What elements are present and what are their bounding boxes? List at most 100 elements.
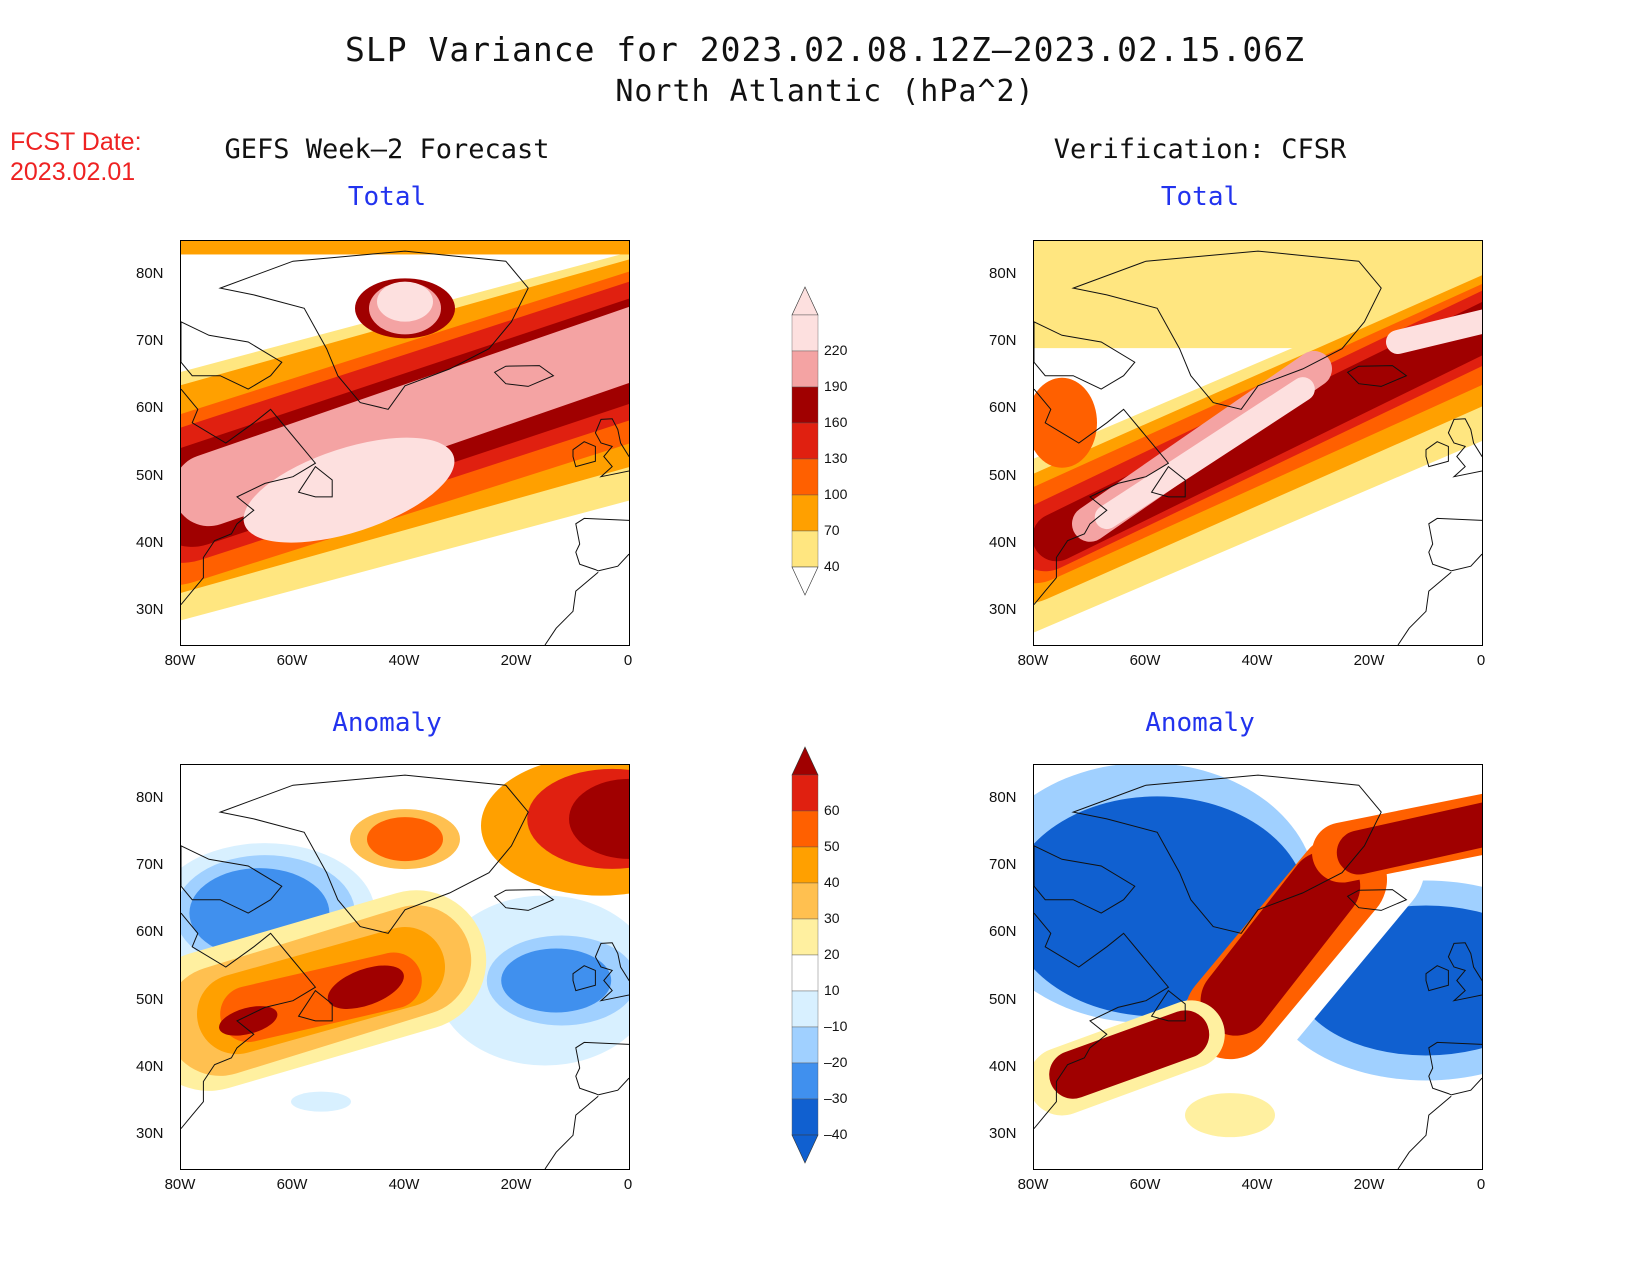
coastline — [181, 845, 283, 914]
colorbar-swatch — [791, 990, 819, 1028]
lon-tick-label: 80W — [1017, 652, 1049, 669]
lat-tick-label: 80N — [989, 788, 1017, 806]
contour-shade — [1049, 1010, 1210, 1099]
colorbar-swatch — [791, 918, 819, 956]
lat-tick-label: 70N — [136, 332, 164, 349]
colorbar-level-label: 10 — [824, 982, 840, 998]
left-column-title: GEFS Week–2 Forecast — [224, 134, 550, 165]
colorbar-swatch — [791, 350, 819, 388]
coastline — [1397, 571, 1452, 645]
lon-tick-label: 80W — [164, 1176, 196, 1193]
coastline — [575, 517, 629, 572]
lon-tick-label: 80W — [1017, 1176, 1049, 1193]
colorbar-swatch — [791, 386, 819, 424]
coastline — [1034, 845, 1136, 914]
coastline — [181, 388, 317, 605]
lon-tick-label: 0 — [1476, 652, 1486, 669]
main-subtitle: North Atlantic (hPa^2) — [615, 74, 1035, 109]
lon-tick-label: 40W — [388, 652, 420, 669]
colorbar-level-label: 220 — [824, 342, 848, 358]
coastline — [1034, 388, 1170, 605]
colorbar-level-label: 50 — [824, 838, 840, 854]
right-column-title: Verification: CFSR — [1053, 134, 1347, 165]
contour-shade — [327, 965, 404, 1009]
coastline — [572, 441, 596, 468]
coastline — [218, 250, 529, 410]
lat-tick-label: 80N — [136, 788, 164, 806]
colorbar-swatch — [791, 422, 819, 460]
colorbar-swatch — [791, 1026, 819, 1064]
coastline — [1447, 418, 1482, 478]
coastline — [544, 571, 599, 645]
colorbar-level-label: –10 — [824, 1018, 848, 1034]
colorbar-arrow — [791, 1134, 819, 1164]
coastline — [544, 1095, 599, 1169]
coastlines — [1034, 774, 1482, 1169]
coastline — [1346, 889, 1408, 911]
colorbar-swatch — [791, 882, 819, 920]
contour-shade — [1336, 796, 1482, 875]
map-svg — [1034, 765, 1482, 1169]
lon-tick-label: 60W — [276, 1176, 308, 1193]
coastline — [1034, 912, 1170, 1129]
forecast-anomaly-title: Anomaly — [332, 708, 442, 738]
contour-shade — [1068, 249, 1168, 300]
colorbar-level-label: –40 — [824, 1126, 848, 1142]
contour-shade — [291, 1091, 351, 1112]
coastline — [1428, 1041, 1482, 1096]
contour-shade — [569, 778, 629, 859]
coastline — [181, 321, 283, 390]
coastline — [1425, 441, 1449, 468]
lat-tick-label: 30N — [136, 1125, 164, 1143]
lat-tick-label: 70N — [989, 332, 1017, 349]
main-title: SLP Variance for 2023.02.08.12Z–2023.02.… — [345, 30, 1305, 69]
colorbar-level-label: 40 — [824, 558, 840, 574]
colorbar-arrow — [791, 286, 819, 316]
lat-tick-label: 50N — [989, 990, 1017, 1008]
coastline — [1428, 517, 1482, 572]
coastline — [594, 942, 629, 1002]
coastline — [297, 465, 333, 498]
lon-tick-label: 60W — [1129, 1176, 1161, 1193]
colorbar-arrow — [791, 746, 819, 776]
forecast-total-map — [180, 240, 630, 646]
coastline — [572, 965, 596, 992]
coastline — [1346, 365, 1408, 387]
lon-tick-label: 0 — [623, 1176, 633, 1193]
lat-tick-label: 80N — [989, 264, 1017, 282]
colorbar-svg — [791, 286, 819, 596]
lon-tick-label: 0 — [1476, 1176, 1486, 1193]
contour-shade — [377, 281, 433, 322]
lat-tick-label: 60N — [989, 923, 1017, 941]
colorbar-level-label: 60 — [824, 802, 840, 818]
coastlines — [181, 250, 629, 645]
colorbar-swatch — [791, 810, 819, 848]
colorbar-level-label: 100 — [824, 486, 848, 502]
verification-total-title: Total — [1160, 182, 1240, 212]
colorbar-swatch — [791, 774, 819, 812]
colorbar-level-label: 190 — [824, 378, 848, 394]
lat-tick-label: 30N — [989, 1125, 1017, 1143]
forecast-total-title: Total — [347, 182, 427, 212]
colorbar-level-label: –30 — [824, 1090, 848, 1106]
lon-tick-label: 40W — [388, 1176, 420, 1193]
colorbar-level-label: 70 — [824, 522, 840, 538]
lat-tick-label: 40N — [136, 1058, 164, 1075]
lon-tick-label: 40W — [1241, 1176, 1273, 1193]
lon-tick-label: 20W — [1353, 652, 1385, 669]
contour-shade — [243, 437, 455, 543]
lat-tick-label: 50N — [136, 990, 164, 1008]
lon-tick-label: 60W — [276, 652, 308, 669]
coastline — [297, 989, 333, 1022]
map-svg — [181, 241, 629, 645]
colorbar-level-label: 130 — [824, 450, 848, 466]
contour-shade — [1200, 851, 1361, 1036]
colorbar-level-label: 30 — [824, 910, 840, 926]
colorbar-level-label: 160 — [824, 414, 848, 430]
colorbar-level-label: 20 — [824, 946, 840, 962]
colorbar-swatch — [791, 1062, 819, 1100]
colorbar-swatch — [791, 458, 819, 496]
lat-tick-label: 30N — [136, 601, 164, 619]
coastline — [1034, 321, 1136, 390]
contour-shade — [1034, 377, 1097, 468]
